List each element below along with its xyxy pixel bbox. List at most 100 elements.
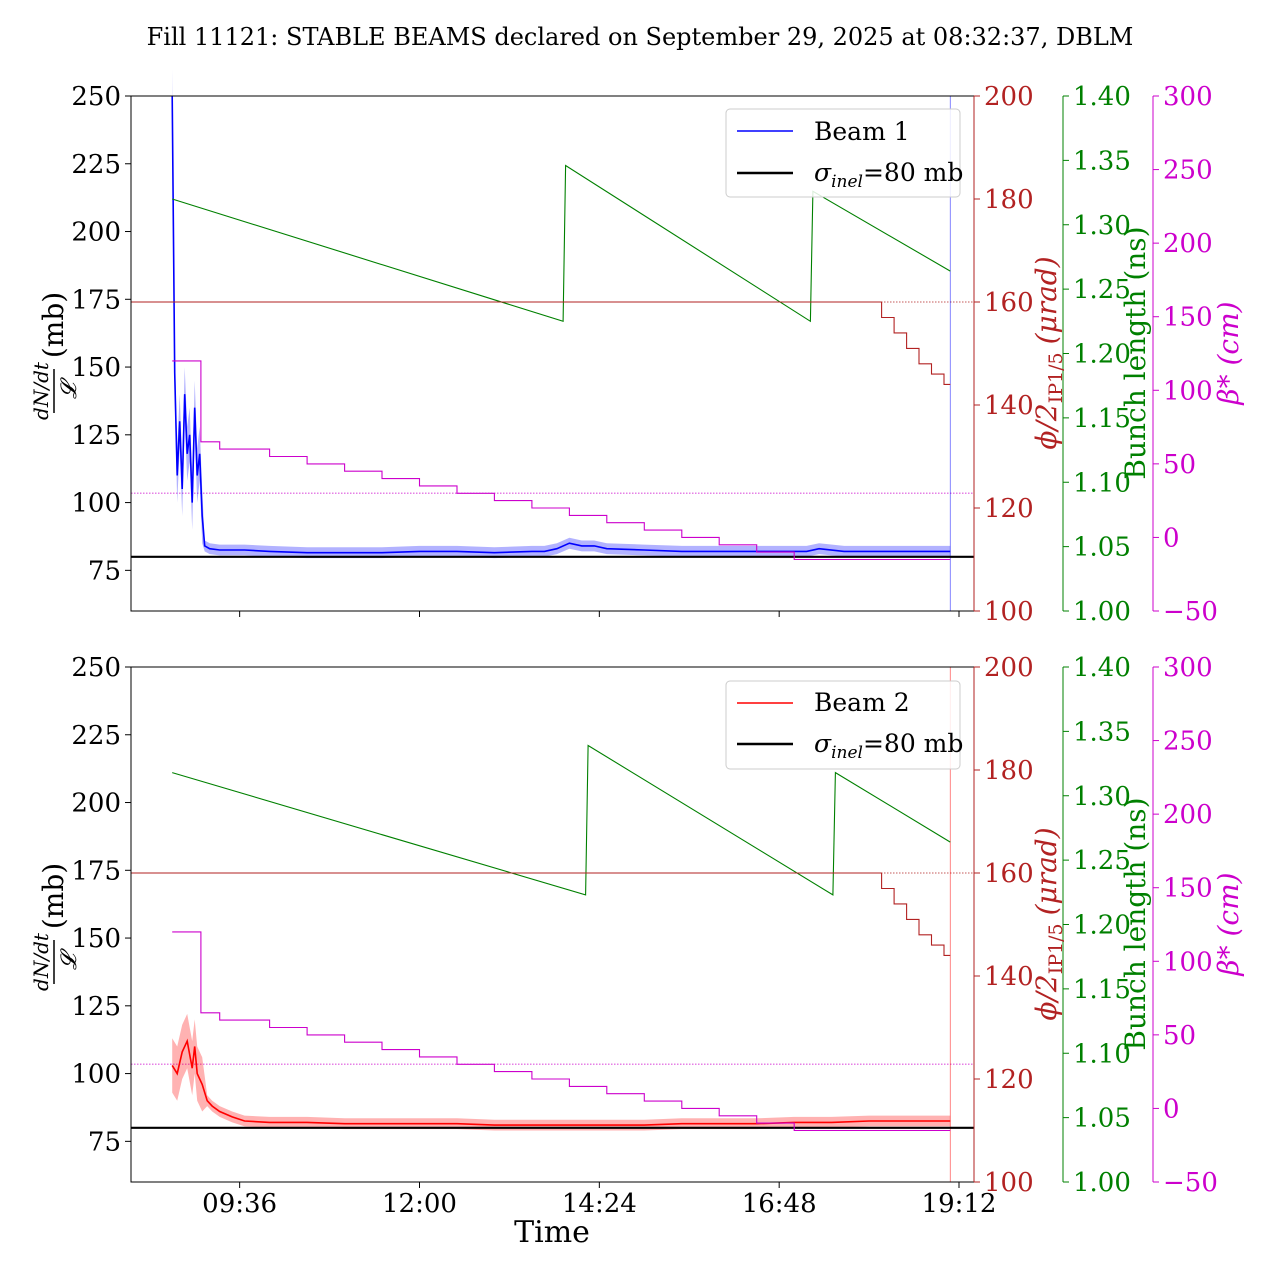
bottom-beta-tick-label: 150 bbox=[1163, 874, 1213, 904]
bottom-left-tick-label: 250 bbox=[71, 653, 121, 683]
bottom-tick-labels: 75 100 125 150 175 200 225 250 100 120 140 160 180 20… bbox=[71, 653, 1218, 1219]
top-phi-series-line bbox=[131, 301, 951, 385]
bottom-phi-tick-label: 160 bbox=[984, 859, 1034, 889]
top-legend-sigma-sub: inel bbox=[831, 172, 863, 192]
panel-top: 75 100 125 150 175 200 225 250 100 120 140 160 180 20… bbox=[29, 68, 1245, 627]
top-bunch-tick-label: 1.15 bbox=[1073, 404, 1131, 434]
top-bunch-tick-label: 1.05 bbox=[1073, 533, 1131, 563]
bottom-beta-tick-label: 300 bbox=[1163, 653, 1213, 683]
top-plot-area bbox=[131, 68, 974, 611]
bottom-left-tick-label: 225 bbox=[71, 721, 121, 751]
bottom-legend-sigma-label: σinel=80 mb bbox=[814, 729, 963, 763]
top-bunch-tick-label: 1.00 bbox=[1073, 597, 1131, 627]
bottom-bunch-tick-label: 1.30 bbox=[1073, 782, 1131, 812]
bottom-phi-series-line bbox=[131, 872, 951, 956]
bottom-bunch-axis-label: Bunch length (ns) bbox=[1119, 797, 1152, 1050]
bottom-phi-axis-label: ϕ/2IP1/5 (μrad) bbox=[1030, 827, 1067, 1020]
top-phi-tick-label: 120 bbox=[984, 494, 1034, 524]
top-legend-beam-label: Beam 1 bbox=[814, 117, 910, 146]
top-phi-tick-label: 140 bbox=[984, 391, 1034, 421]
top-legend-sigma-value: =80 mb bbox=[863, 158, 963, 187]
top-beam-series-line bbox=[171, 95, 951, 554]
top-beta-tick-label: −50 bbox=[1163, 597, 1218, 627]
top-legend-sigma-symbol: σ bbox=[814, 158, 832, 187]
top-phi-tick-label: 200 bbox=[984, 82, 1034, 112]
bottom-bunch-tick-label: 1.05 bbox=[1073, 1104, 1131, 1134]
bottom-phi-label-sub: IP1/5 bbox=[1045, 923, 1067, 974]
bottom-legend-sigma-symbol: σ bbox=[814, 729, 832, 758]
top-left-tick-label: 200 bbox=[71, 218, 121, 248]
top-left-label-unit: (mb) bbox=[37, 292, 70, 358]
bottom-left-label-unit: (mb) bbox=[37, 863, 70, 929]
top-left-tick-label: 150 bbox=[71, 353, 121, 383]
top-phi-axis-label: ϕ/2IP1/5 (μrad) bbox=[1030, 256, 1067, 449]
top-beta-axis-label: β* (cm) bbox=[1212, 301, 1245, 405]
top-bunch-series-line bbox=[172, 164, 951, 323]
top-bunch-tick-label: 1.10 bbox=[1073, 468, 1131, 498]
bottom-beta-tick-label: 250 bbox=[1163, 727, 1213, 757]
bottom-phi-label-main: ϕ/2 bbox=[1030, 974, 1063, 1020]
top-tick-labels: 75 100 125 150 175 200 225 250 100 120 140 160 180 20… bbox=[71, 82, 1218, 627]
x-axis-label: Time bbox=[514, 1215, 590, 1250]
top-left-tick-label: 250 bbox=[71, 82, 121, 112]
bottom-bunch-tick-label: 1.35 bbox=[1073, 717, 1131, 747]
bottom-left-tick-label: 75 bbox=[88, 1127, 121, 1157]
top-beta-tick-label: 50 bbox=[1163, 450, 1196, 480]
top-beta-tick-label: 250 bbox=[1163, 156, 1213, 186]
top-left-tick-label: 125 bbox=[71, 421, 121, 451]
top-left-tick-label: 100 bbox=[71, 489, 121, 519]
bottom-legend: Beam 2 σinel=80 mb bbox=[725, 680, 963, 770]
top-beta-tick-label: 150 bbox=[1163, 303, 1213, 333]
bottom-bunch-tick-label: 1.20 bbox=[1073, 911, 1131, 941]
bottom-left-tick-label: 100 bbox=[71, 1060, 121, 1090]
top-phi-label-unit: (μrad) bbox=[1030, 256, 1063, 344]
bottom-x-tick-label: 09:36 bbox=[202, 1189, 277, 1219]
bottom-beam-band bbox=[172, 1013, 951, 1131]
top-phi-tick-label: 160 bbox=[984, 288, 1034, 318]
top-left-tick-label: 175 bbox=[71, 285, 121, 315]
bottom-left-label-num: dN/dt bbox=[29, 932, 53, 991]
top-legend: Beam 1 σinel=80 mb bbox=[725, 108, 963, 198]
bottom-x-tick-label: 14:24 bbox=[562, 1189, 637, 1219]
top-beta-tick-label: 300 bbox=[1163, 82, 1213, 112]
bottom-bunch-tick-label: 1.10 bbox=[1073, 1039, 1131, 1069]
bottom-beta-tick-label: −50 bbox=[1163, 1168, 1218, 1198]
bottom-beta-tick-label: 100 bbox=[1163, 947, 1213, 977]
top-beta-series-line bbox=[172, 360, 951, 561]
top-left-label-num: dN/dt bbox=[29, 361, 53, 420]
bottom-beta-series-line bbox=[172, 931, 951, 1132]
top-left-tick-label: 225 bbox=[71, 150, 121, 180]
bottom-left-tick-label: 175 bbox=[71, 856, 121, 886]
bottom-phi-tick-label: 100 bbox=[984, 1168, 1034, 1198]
bottom-legend-beam-label: Beam 2 bbox=[814, 688, 910, 717]
top-beta-tick-label: 0 bbox=[1163, 523, 1180, 553]
bottom-bunch-tick-label: 1.25 bbox=[1073, 846, 1131, 876]
top-bunch-tick-label: 1.20 bbox=[1073, 340, 1131, 370]
top-phi-label-main: ϕ/2 bbox=[1030, 403, 1063, 449]
top-beta-tick-label: 200 bbox=[1163, 229, 1213, 259]
bottom-beta-tick-label: 0 bbox=[1163, 1094, 1180, 1124]
top-bunch-tick-label: 1.30 bbox=[1073, 211, 1131, 241]
bottom-beam-series-line bbox=[171, 1038, 951, 1126]
bottom-x-tick-label: 19:12 bbox=[922, 1189, 997, 1219]
bottom-bunch-tick-label: 1.40 bbox=[1073, 653, 1131, 683]
bottom-phi-tick-label: 200 bbox=[984, 653, 1034, 683]
top-left-axis-label: dN/dt 𝓛 (mb) bbox=[29, 292, 82, 420]
bottom-phi-tick-label: 180 bbox=[984, 756, 1034, 786]
bottom-left-tick-label: 200 bbox=[71, 789, 121, 819]
bottom-bunch-tick-label: 1.00 bbox=[1073, 1168, 1131, 1198]
top-legend-sigma-label: σinel=80 mb bbox=[814, 158, 963, 192]
bottom-legend-sigma-value: =80 mb bbox=[863, 729, 963, 758]
top-beta-tick-label: 100 bbox=[1163, 376, 1213, 406]
top-phi-tick-label: 100 bbox=[984, 597, 1034, 627]
top-phi-label-sub: IP1/5 bbox=[1045, 352, 1067, 403]
bottom-left-tick-label: 150 bbox=[71, 924, 121, 954]
top-bunch-tick-label: 1.25 bbox=[1073, 275, 1131, 305]
bottom-phi-tick-label: 120 bbox=[984, 1065, 1034, 1095]
bottom-phi-label-unit: (μrad) bbox=[1030, 827, 1063, 915]
bottom-beta-tick-label: 50 bbox=[1163, 1021, 1196, 1051]
bottom-x-tick-label: 16:48 bbox=[742, 1189, 817, 1219]
top-phi-tick-label: 180 bbox=[984, 185, 1034, 215]
top-bunch-tick-label: 1.35 bbox=[1073, 146, 1131, 176]
